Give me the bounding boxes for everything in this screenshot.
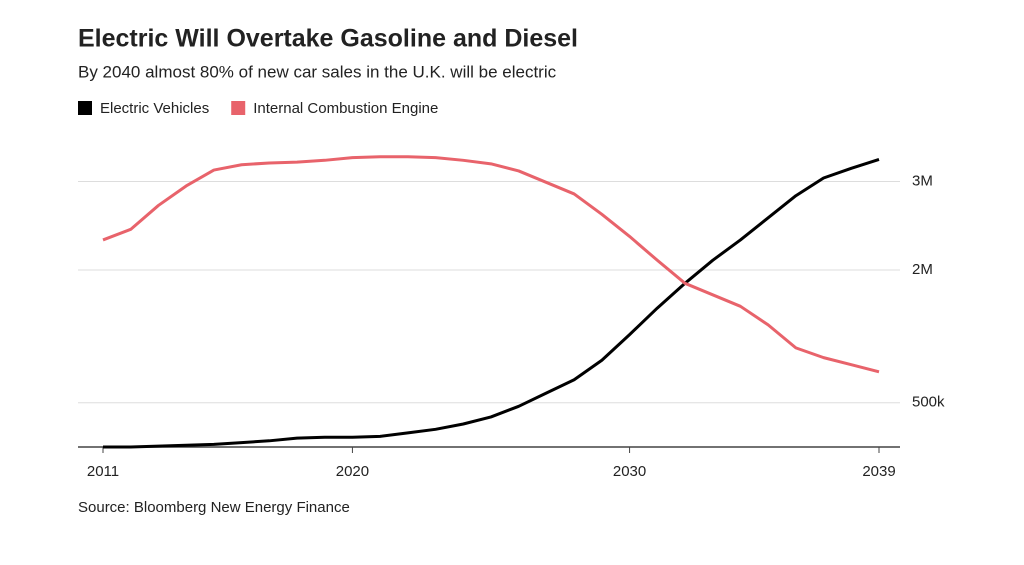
x-tick-label: 2039	[862, 463, 895, 480]
y-tick-label: 500k	[912, 394, 945, 411]
chart-subtitle: By 2040 almost 80% of new car sales in t…	[78, 62, 557, 81]
x-tick-label: 2011	[87, 463, 119, 480]
source: Source: Bloomberg New Energy Finance	[78, 499, 350, 516]
series-line	[103, 157, 880, 449]
series-line	[102, 155, 880, 374]
legend-swatch	[231, 101, 246, 115]
legend-label: Electric Vehicles	[100, 100, 209, 117]
x-tick-label: 2020	[336, 463, 369, 480]
y-tick-label: 2M	[912, 261, 933, 278]
chart-title: Electric Will Overtake Gasoline and Dies…	[78, 25, 578, 53]
x-tick-label: 2030	[613, 463, 646, 480]
legend-label: Internal Combustion Engine	[253, 100, 438, 117]
legend-swatch	[78, 101, 92, 115]
y-tick-label: 3M	[912, 173, 933, 190]
